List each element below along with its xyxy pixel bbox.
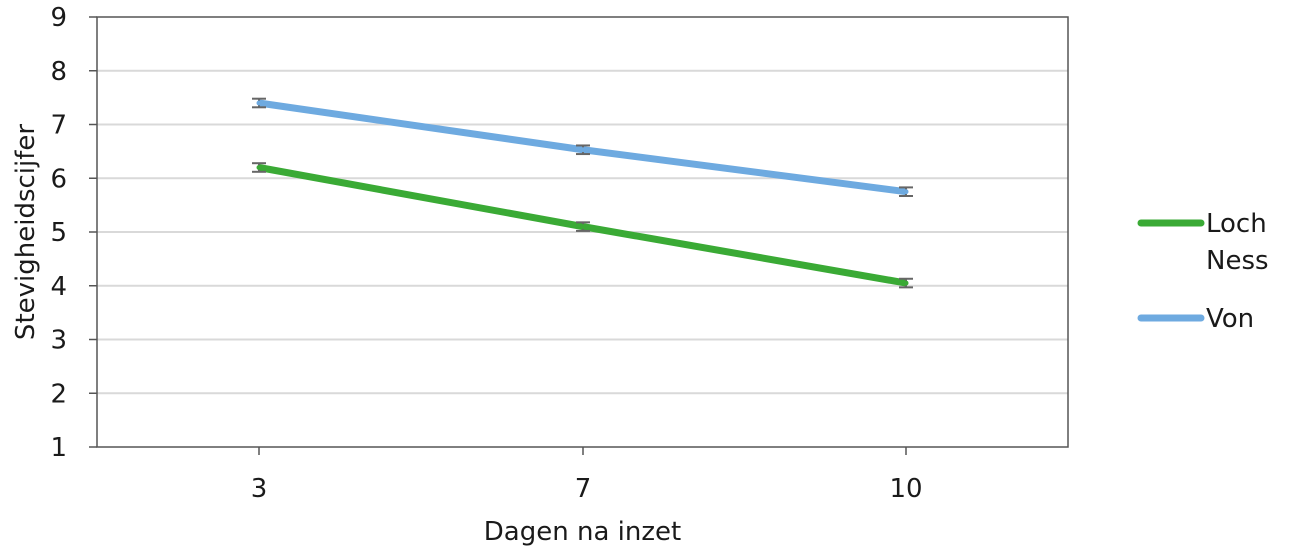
legend-item-von: Von (1137, 304, 1254, 334)
y-tick-label: 8 (50, 57, 67, 87)
legend-label: Von (1206, 304, 1254, 334)
legend: Loch Ness Von (1137, 209, 1269, 334)
data-point (903, 189, 909, 195)
x-tick-label: 7 (575, 474, 592, 504)
series-loch-ness (252, 162, 913, 289)
y-tick-label: 6 (50, 164, 67, 194)
data-point (580, 147, 586, 153)
x-axis-title: Dagen na inzet (484, 517, 681, 547)
legend-item-loch-ness: Loch Ness (1137, 209, 1269, 276)
data-point (903, 280, 909, 286)
data-point (580, 224, 586, 230)
series-von (252, 97, 913, 197)
legend-marker (1168, 220, 1174, 226)
y-axis-ticks: 1 2 3 4 5 6 7 8 9 (50, 3, 97, 463)
legend-marker (1168, 315, 1174, 321)
data-point (256, 100, 262, 106)
y-tick-label: 9 (50, 3, 67, 33)
y-tick-label: 4 (50, 272, 67, 302)
legend-label-line: Ness (1206, 246, 1269, 276)
x-tick-label: 3 (251, 474, 268, 504)
legend-label-line: Von (1206, 304, 1254, 334)
x-axis-ticks: 3 7 10 (251, 447, 923, 504)
data-point (256, 165, 262, 170)
legend-label: Loch Ness (1206, 209, 1269, 276)
y-tick-label: 3 (50, 326, 67, 356)
y-tick-label: 1 (50, 433, 67, 463)
y-tick-label: 2 (50, 379, 67, 409)
x-tick-label: 10 (889, 474, 922, 504)
series-lines (252, 97, 913, 289)
y-tick-label: 5 (50, 218, 67, 248)
y-tick-label: 7 (50, 111, 67, 141)
y-axis-title: Stevigheidscijfer (11, 124, 41, 340)
legend-label-line: Loch (1206, 209, 1267, 239)
gridlines (97, 69, 1068, 395)
